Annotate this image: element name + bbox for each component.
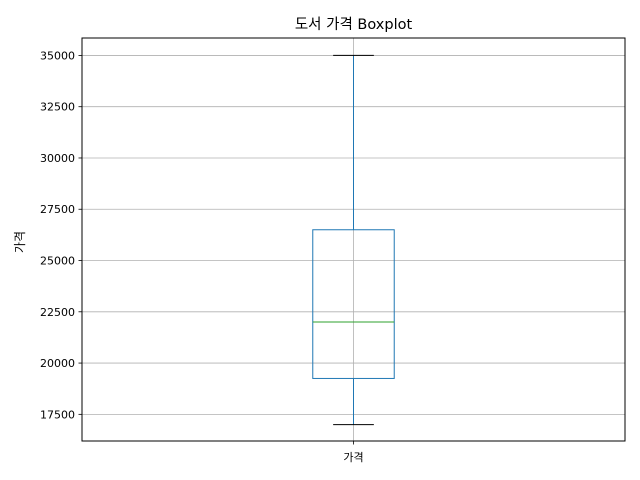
y-tick-label: 25000	[40, 255, 75, 268]
iqr-box	[312, 229, 395, 379]
y-tick-label: 32500	[40, 101, 75, 114]
y-tick-label: 27500	[40, 203, 75, 216]
y-tick-label: 22500	[40, 306, 75, 319]
y-tick-label: 17500	[40, 408, 75, 421]
y-tick-label: 30000	[40, 152, 75, 165]
y-tick-label: 20000	[40, 357, 75, 370]
x-tick-label: 가격	[343, 451, 363, 464]
y-axis: 17500 20000 22500 25000 27500 30000 32500 35000	[40, 49, 82, 421]
box-series	[312, 54, 395, 426]
chart-title: 도서 가격 Boxplot	[295, 16, 413, 33]
y-axis-label: 가격	[13, 231, 27, 253]
y-tick-label: 35000	[40, 49, 75, 62]
x-axis: 가격	[343, 441, 364, 464]
